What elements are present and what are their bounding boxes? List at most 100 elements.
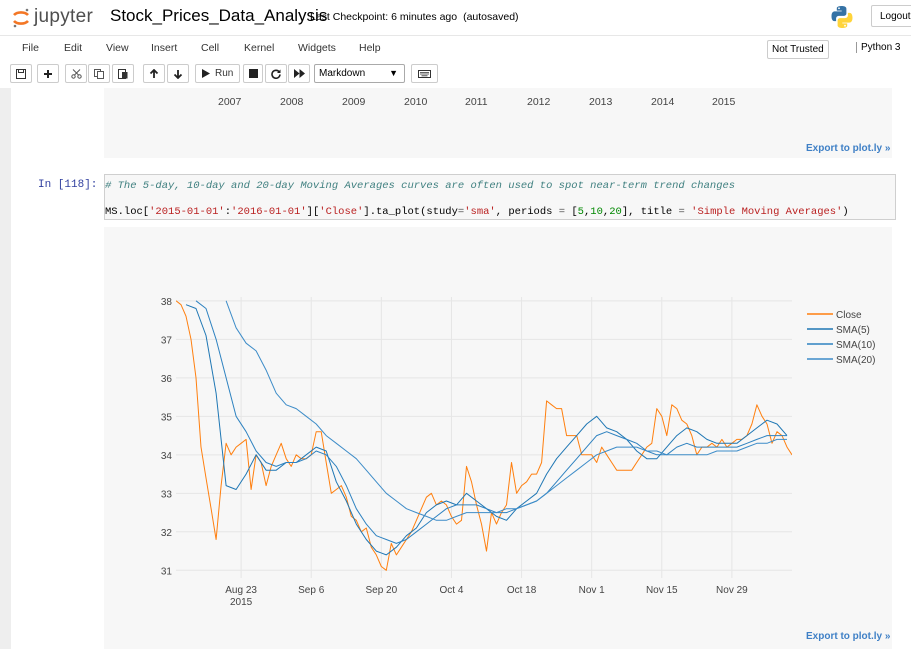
restart-icon bbox=[271, 69, 281, 79]
command-palette-button[interactable] bbox=[411, 64, 438, 83]
x-tick-label: 2015 bbox=[712, 96, 736, 108]
notebook-name[interactable]: Stock_Prices_Data_Analysis bbox=[110, 6, 328, 25]
code-operator: = bbox=[678, 206, 685, 218]
play-icon bbox=[202, 69, 210, 78]
code-string: 'sma' bbox=[464, 206, 496, 218]
code-line: MS.loc['2015-01-01':'2016-01-01']['Close… bbox=[105, 206, 849, 218]
jupyter-logo[interactable]: jupyter bbox=[12, 5, 93, 29]
x-tick-label: 2008 bbox=[280, 96, 304, 108]
plot-output-area: 38 37 36 35 34 33 32 31 Aug 23 2015 Sep 6 Sep 20 Oct… bbox=[104, 227, 892, 649]
autosave-status: (autosaved) bbox=[463, 11, 519, 23]
code-token: ) bbox=[842, 206, 849, 218]
code-string: '2015-01-01' bbox=[149, 206, 225, 218]
stop-icon bbox=[248, 69, 258, 78]
plus-icon bbox=[44, 69, 52, 78]
code-string: '2016-01-01' bbox=[231, 206, 307, 218]
jupyter-wordmark: jupyter bbox=[34, 6, 94, 27]
move-up-button[interactable] bbox=[143, 64, 165, 83]
x-tick-label: Nov 29 bbox=[716, 585, 748, 596]
copy-button[interactable] bbox=[88, 64, 110, 83]
menu-kernel[interactable]: Kernel bbox=[244, 42, 275, 54]
cell-type-select[interactable]: Markdown ▼ bbox=[314, 64, 405, 83]
x-tick-label: 2011 bbox=[465, 96, 488, 108]
x-tick-label: 2014 bbox=[651, 96, 675, 108]
header: jupyter Stock_Prices_Data_Analysis Last … bbox=[0, 0, 911, 35]
trusted-indicator[interactable]: Not Trusted bbox=[767, 40, 829, 59]
code-token: ], title bbox=[621, 206, 679, 218]
logout-button[interactable]: Logout bbox=[871, 5, 911, 27]
y-tick-label: 36 bbox=[161, 374, 173, 385]
move-down-button[interactable] bbox=[167, 64, 189, 83]
menu-cell[interactable]: Cell bbox=[201, 42, 220, 54]
paste-button[interactable] bbox=[112, 64, 134, 83]
x-tick-label: Oct 4 bbox=[439, 585, 463, 596]
insert-cell-button[interactable] bbox=[37, 64, 59, 83]
kernel-indicator: Python 3 bbox=[856, 42, 900, 53]
x-tick-label: Aug 23 bbox=[225, 585, 257, 596]
y-tick-label: 38 bbox=[161, 297, 173, 308]
legend-item: SMA(10) bbox=[836, 340, 875, 351]
x-tick-label: 2009 bbox=[342, 96, 366, 108]
code-string: 'Simple Moving Averages' bbox=[691, 206, 843, 218]
menu-help[interactable]: Help bbox=[359, 42, 381, 54]
keyboard-icon bbox=[418, 69, 431, 78]
y-tick-label: 32 bbox=[161, 528, 173, 539]
y-tick-label: 34 bbox=[161, 451, 173, 462]
toolbar: Run Markdown ▼ bbox=[0, 62, 911, 88]
restart-button[interactable] bbox=[265, 64, 287, 83]
fast-forward-icon bbox=[293, 69, 305, 78]
save-button[interactable] bbox=[10, 64, 32, 83]
code-token: [ bbox=[565, 206, 578, 218]
menu-file[interactable]: File bbox=[22, 42, 39, 54]
cell-type-value: Markdown bbox=[319, 68, 366, 79]
code-number: 10 bbox=[590, 206, 603, 218]
python-logo-icon bbox=[829, 4, 855, 33]
y-tick-label: 37 bbox=[161, 335, 173, 346]
code-token: ][ bbox=[306, 206, 320, 218]
menu-insert[interactable]: Insert bbox=[151, 42, 178, 54]
copy-icon bbox=[94, 68, 104, 79]
code-operator: = bbox=[558, 206, 566, 218]
jupyter-logo-icon bbox=[12, 8, 30, 28]
export-plotly-link[interactable]: Export to plot.ly » bbox=[806, 143, 891, 154]
scissors-icon bbox=[70, 68, 82, 79]
y-tick-label: 35 bbox=[161, 412, 173, 423]
chevron-down-icon: ▼ bbox=[389, 68, 398, 78]
x-tick-label: 2010 bbox=[404, 96, 428, 108]
y-tick-label: 31 bbox=[161, 566, 173, 577]
cut-button[interactable] bbox=[65, 64, 87, 83]
legend-item: SMA(20) bbox=[836, 355, 875, 366]
code-number: 20 bbox=[609, 206, 622, 218]
menu-widgets[interactable]: Widgets bbox=[298, 42, 336, 54]
code-number: 5 bbox=[577, 206, 584, 218]
x-tick-label: Sep 6 bbox=[298, 585, 325, 596]
x-tick-label: Sep 20 bbox=[365, 585, 397, 596]
series-line-sma-5 bbox=[185, 304, 788, 556]
code-token: , bbox=[602, 206, 610, 218]
code-input-area[interactable]: # The 5-day, 10-day and 20-day Moving Av… bbox=[104, 174, 896, 220]
run-button[interactable]: Run bbox=[195, 64, 240, 83]
export-plotly-link[interactable]: Export to plot.ly » bbox=[806, 631, 891, 642]
interrupt-button[interactable] bbox=[243, 64, 263, 83]
x-tick-label: 2015 bbox=[230, 597, 253, 608]
restart-run-all-button[interactable] bbox=[288, 64, 310, 83]
y-tick-label: 33 bbox=[161, 489, 173, 500]
legend-item: SMA(5) bbox=[836, 325, 870, 336]
save-icon bbox=[16, 68, 26, 79]
arrow-down-icon bbox=[173, 69, 183, 79]
notebook-page: 2007 2008 2009 2010 2011 2012 2013 2014 … bbox=[0, 88, 911, 649]
menu-view[interactable]: View bbox=[106, 42, 129, 54]
code-operator: = bbox=[457, 206, 465, 218]
series-line-sma-20 bbox=[225, 300, 787, 521]
code-token: MS.loc[ bbox=[105, 206, 150, 218]
series-line-close bbox=[176, 300, 792, 571]
x-tick-label: Nov 15 bbox=[646, 585, 678, 596]
x-tick-label: Oct 18 bbox=[507, 585, 537, 596]
code-string: 'Close' bbox=[319, 206, 364, 218]
code-token: : bbox=[224, 206, 232, 218]
run-label: Run bbox=[215, 68, 234, 79]
x-tick-label: 2013 bbox=[589, 96, 613, 108]
menu-edit[interactable]: Edit bbox=[64, 42, 83, 54]
x-tick-label: 2007 bbox=[218, 96, 242, 108]
